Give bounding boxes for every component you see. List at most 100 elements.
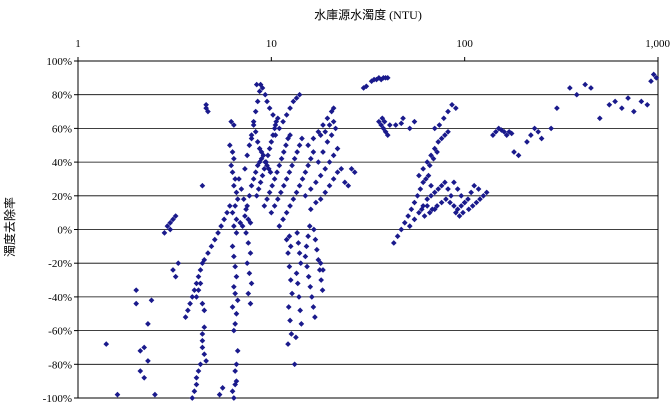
data-point bbox=[170, 216, 176, 223]
y-axis-label: 濁度去除率 bbox=[2, 197, 17, 257]
data-point bbox=[447, 199, 453, 206]
data-point bbox=[310, 149, 317, 155]
data-point bbox=[294, 149, 300, 155]
y-tick-label: -40% bbox=[48, 292, 72, 304]
data-point bbox=[260, 152, 267, 159]
data-point bbox=[161, 230, 168, 236]
data-point bbox=[289, 290, 295, 297]
data-point bbox=[435, 186, 442, 192]
data-point bbox=[449, 101, 455, 108]
y-tick-label: -60% bbox=[48, 326, 72, 338]
data-point bbox=[302, 169, 309, 176]
data-point bbox=[438, 182, 445, 189]
data-point bbox=[452, 209, 459, 216]
data-point bbox=[287, 277, 294, 283]
data-point bbox=[193, 280, 200, 287]
data-point bbox=[338, 166, 345, 172]
data-point bbox=[253, 81, 260, 88]
data-point bbox=[315, 159, 322, 165]
data-point bbox=[295, 240, 302, 246]
data-point bbox=[201, 324, 208, 331]
data-point bbox=[320, 267, 326, 273]
data-point bbox=[283, 176, 290, 182]
data-point bbox=[554, 105, 560, 112]
data-point bbox=[440, 115, 447, 122]
data-point bbox=[538, 135, 545, 142]
data-point bbox=[296, 142, 303, 149]
data-point bbox=[233, 273, 240, 280]
y-tick-label: 0% bbox=[57, 225, 72, 237]
data-point bbox=[524, 139, 530, 145]
data-point bbox=[293, 189, 300, 196]
data-point bbox=[291, 361, 298, 368]
data-point bbox=[473, 199, 480, 206]
data-point bbox=[302, 253, 309, 260]
data-point bbox=[293, 95, 300, 101]
data-point bbox=[508, 130, 515, 137]
data-point bbox=[299, 176, 306, 182]
data-point bbox=[252, 108, 259, 115]
data-point bbox=[286, 263, 293, 270]
data-point bbox=[465, 196, 471, 202]
data-point bbox=[274, 169, 280, 176]
data-point bbox=[114, 391, 121, 398]
data-point bbox=[310, 135, 317, 142]
data-point bbox=[233, 378, 240, 384]
data-point bbox=[423, 176, 429, 182]
x-tick-label: 10 bbox=[266, 38, 278, 50]
data-point bbox=[227, 142, 233, 149]
data-point bbox=[315, 128, 322, 135]
data-point bbox=[285, 250, 291, 256]
data-point bbox=[330, 152, 337, 159]
data-point bbox=[229, 149, 236, 155]
data-point bbox=[406, 223, 413, 229]
data-point bbox=[326, 159, 333, 165]
data-point bbox=[445, 108, 451, 115]
data-point bbox=[287, 317, 293, 324]
data-point bbox=[216, 391, 223, 398]
data-point bbox=[276, 162, 283, 169]
data-point bbox=[239, 223, 246, 229]
data-point bbox=[461, 199, 468, 206]
data-point bbox=[272, 132, 279, 138]
data-point bbox=[418, 206, 425, 213]
data-point bbox=[445, 128, 451, 135]
data-point bbox=[191, 388, 198, 395]
data-point bbox=[246, 270, 253, 277]
data-point bbox=[238, 186, 245, 192]
data-point bbox=[266, 145, 273, 152]
data-point bbox=[141, 374, 148, 381]
data-point bbox=[390, 240, 397, 246]
data-point bbox=[283, 112, 290, 118]
data-point bbox=[268, 139, 275, 145]
data-point bbox=[229, 304, 236, 310]
data-point bbox=[280, 182, 287, 189]
data-point bbox=[219, 385, 226, 391]
data-point bbox=[631, 108, 637, 115]
data-point bbox=[246, 192, 253, 199]
x-axis-label: 水庫源水濁度 (NTU) bbox=[314, 7, 422, 22]
data-point bbox=[315, 257, 322, 263]
data-point bbox=[253, 192, 260, 199]
data-point bbox=[250, 118, 257, 125]
data-point bbox=[320, 122, 326, 128]
data-point bbox=[445, 186, 451, 192]
data-point bbox=[317, 172, 324, 179]
data-point bbox=[228, 118, 235, 125]
data-point bbox=[493, 128, 499, 135]
data-point bbox=[625, 95, 631, 101]
data-point bbox=[271, 203, 278, 209]
data-point bbox=[264, 196, 270, 202]
data-point bbox=[379, 115, 386, 122]
data-point bbox=[424, 196, 431, 202]
data-point bbox=[265, 152, 271, 159]
data-point bbox=[233, 216, 240, 223]
data-point bbox=[436, 122, 443, 128]
data-point bbox=[468, 189, 474, 196]
data-point bbox=[400, 115, 406, 122]
data-point bbox=[317, 196, 324, 202]
data-point bbox=[234, 347, 241, 354]
data-point bbox=[287, 105, 293, 112]
data-point bbox=[431, 189, 438, 196]
data-point bbox=[242, 213, 248, 219]
